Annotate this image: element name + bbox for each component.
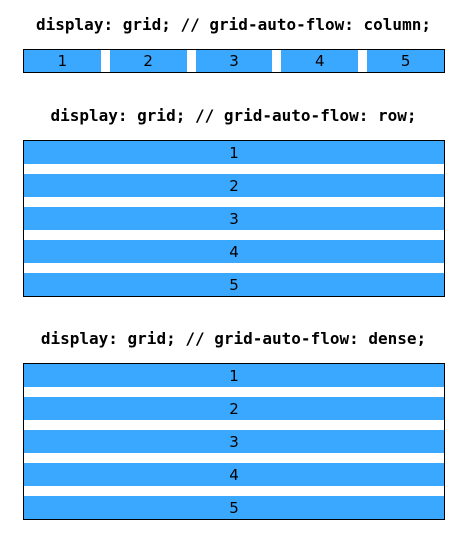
grid-row-flow: 1 2 3 4 5 xyxy=(24,141,444,296)
demo-title-column: display: grid; // grid-auto-flow: column… xyxy=(36,15,431,34)
demo-title-row: display: grid; // grid-auto-flow: row; xyxy=(50,106,417,125)
grid-item-2: 2 xyxy=(24,397,444,420)
grid-item-5: 5 xyxy=(24,273,444,296)
grid-item-3: 3 xyxy=(195,50,273,72)
grid-item-5: 5 xyxy=(24,496,444,519)
grid-item-4: 4 xyxy=(24,463,444,486)
grid-item-1: 1 xyxy=(24,141,444,164)
grid-item-4: 4 xyxy=(281,50,359,72)
grid-item-3: 3 xyxy=(24,207,444,230)
grid-item-2: 2 xyxy=(24,174,444,197)
grid-container-column: 1 2 3 4 5 xyxy=(23,49,445,73)
grid-item-1: 1 xyxy=(24,364,444,387)
grid-item-2: 2 xyxy=(109,50,187,72)
grid-item-4: 4 xyxy=(24,240,444,263)
grid-dense-flow: 1 2 3 4 5 xyxy=(24,364,444,519)
grid-column-flow: 1 2 3 4 5 xyxy=(24,50,444,72)
grid-item-5: 5 xyxy=(367,50,444,72)
grid-item-1: 1 xyxy=(24,50,101,72)
grid-container-row: 1 2 3 4 5 xyxy=(23,140,445,297)
grid-item-3: 3 xyxy=(24,430,444,453)
grid-container-dense: 1 2 3 4 5 xyxy=(23,363,445,520)
demo-title-dense: display: grid; // grid-auto-flow: dense; xyxy=(40,329,427,348)
